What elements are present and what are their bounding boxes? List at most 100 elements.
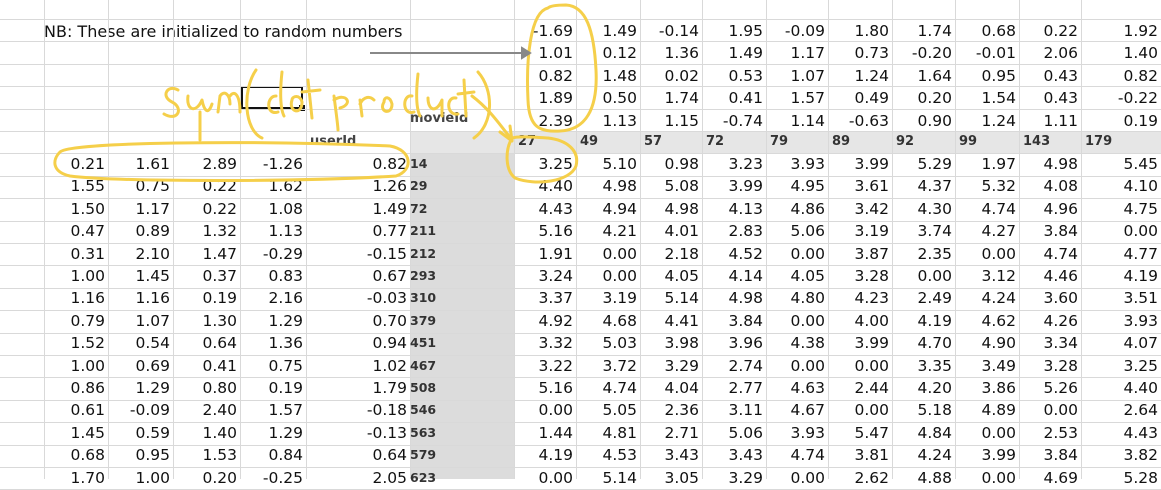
prediction-cell[interactable]: 4.84 xyxy=(917,423,952,442)
prediction-cell[interactable]: 0.00 xyxy=(790,468,825,487)
movie-factor-cell[interactable]: 1.92 xyxy=(1123,22,1158,40)
prediction-cell[interactable]: 4.19 xyxy=(538,446,573,465)
movie-factor-cell[interactable]: 0.68 xyxy=(981,22,1016,40)
user-factor-cell[interactable]: 0.94 xyxy=(372,334,407,353)
user-factor-cell[interactable]: 0.64 xyxy=(202,334,237,353)
prediction-cell[interactable]: 0.00 xyxy=(854,401,889,420)
prediction-cell[interactable]: 4.19 xyxy=(917,311,952,330)
user-factor-cell[interactable]: 0.79 xyxy=(70,311,105,330)
prediction-cell[interactable]: 4.98 xyxy=(1043,155,1078,173)
prediction-cell[interactable]: 4.94 xyxy=(602,199,637,218)
user-factor-cell[interactable]: 1.00 xyxy=(135,468,170,487)
movie-factor-cell[interactable]: 1.13 xyxy=(602,111,637,130)
prediction-cell[interactable]: 4.70 xyxy=(917,334,952,353)
prediction-cell[interactable]: 4.01 xyxy=(664,222,699,241)
movie-factor-cell[interactable]: 2.06 xyxy=(1043,44,1078,63)
prediction-cell[interactable]: 4.74 xyxy=(1043,244,1078,263)
prediction-cell[interactable]: 3.42 xyxy=(854,199,889,218)
prediction-cell[interactable]: 3.28 xyxy=(854,267,889,285)
user-factor-cell[interactable]: 0.47 xyxy=(70,222,105,241)
movie-factor-cell[interactable]: 1.24 xyxy=(981,111,1016,130)
user-factor-cell[interactable]: 0.84 xyxy=(268,446,303,465)
prediction-cell[interactable]: 3.93 xyxy=(790,155,825,173)
movie-factor-cell[interactable]: 0.41 xyxy=(728,89,763,108)
prediction-cell[interactable]: 3.49 xyxy=(981,356,1016,375)
user-factor-cell[interactable]: 1.45 xyxy=(135,267,170,285)
prediction-cell[interactable]: 0.00 xyxy=(1043,401,1078,420)
user-factor-cell[interactable]: -0.18 xyxy=(366,401,407,420)
prediction-cell[interactable]: 4.62 xyxy=(981,311,1016,330)
prediction-cell[interactable]: 4.07 xyxy=(1123,334,1158,353)
user-factor-cell[interactable]: 1.07 xyxy=(135,311,170,330)
movie-factor-cell[interactable]: -0.14 xyxy=(658,22,699,40)
prediction-cell[interactable]: 2.53 xyxy=(1043,423,1078,442)
movie-factor-cell[interactable]: 1.24 xyxy=(854,66,889,85)
prediction-cell[interactable]: 4.92 xyxy=(538,311,573,330)
user-factor-cell[interactable]: 1.55 xyxy=(70,177,105,196)
prediction-cell[interactable]: 3.84 xyxy=(1043,222,1078,241)
prediction-cell[interactable]: 4.74 xyxy=(790,446,825,465)
prediction-cell[interactable]: 3.25 xyxy=(538,155,573,173)
prediction-cell[interactable]: 4.38 xyxy=(790,334,825,353)
prediction-cell[interactable]: 2.35 xyxy=(917,244,952,263)
prediction-cell[interactable]: 4.08 xyxy=(1043,177,1078,196)
prediction-cell[interactable]: 5.16 xyxy=(538,222,573,241)
prediction-cell[interactable]: 3.87 xyxy=(854,244,889,263)
user-factor-cell[interactable]: 0.19 xyxy=(268,379,303,397)
prediction-cell[interactable]: 4.77 xyxy=(1123,244,1158,263)
prediction-cell[interactable]: 4.24 xyxy=(981,289,1016,308)
prediction-cell[interactable]: 3.23 xyxy=(728,155,763,173)
prediction-cell[interactable]: 4.90 xyxy=(981,334,1016,353)
user-factor-cell[interactable]: 1.47 xyxy=(202,244,237,263)
prediction-cell[interactable]: 4.89 xyxy=(981,401,1016,420)
movie-factor-cell[interactable]: 1.80 xyxy=(854,22,889,40)
prediction-cell[interactable]: 0.00 xyxy=(981,468,1016,487)
prediction-cell[interactable]: 4.04 xyxy=(664,379,699,397)
prediction-cell[interactable]: 3.61 xyxy=(854,177,889,196)
movie-factor-cell[interactable]: 0.20 xyxy=(917,89,952,108)
user-factor-cell[interactable]: 2.16 xyxy=(268,289,303,308)
movie-factor-cell[interactable]: 1.49 xyxy=(728,44,763,63)
prediction-cell[interactable]: 2.49 xyxy=(917,289,952,308)
user-factor-cell[interactable]: 0.69 xyxy=(135,356,170,375)
prediction-cell[interactable]: 3.60 xyxy=(1043,289,1078,308)
prediction-cell[interactable]: 4.00 xyxy=(854,311,889,330)
movie-factor-cell[interactable]: 1.54 xyxy=(981,89,1016,108)
movie-factor-cell[interactable]: 0.73 xyxy=(854,44,889,63)
user-factor-cell[interactable]: 0.83 xyxy=(268,267,303,285)
prediction-cell[interactable]: 4.40 xyxy=(538,177,573,196)
user-factor-cell[interactable]: 0.37 xyxy=(202,267,237,285)
prediction-cell[interactable]: 4.26 xyxy=(1043,311,1078,330)
prediction-cell[interactable]: 4.69 xyxy=(1043,468,1078,487)
prediction-cell[interactable]: 0.00 xyxy=(981,244,1016,263)
prediction-cell[interactable]: 0.98 xyxy=(664,155,699,173)
prediction-cell[interactable]: 0.00 xyxy=(602,267,637,285)
user-factor-cell[interactable]: 1.62 xyxy=(268,177,303,196)
prediction-cell[interactable]: 4.88 xyxy=(917,468,952,487)
user-factor-cell[interactable]: 0.19 xyxy=(202,289,237,308)
prediction-cell[interactable]: 4.24 xyxy=(917,446,952,465)
user-factor-cell[interactable]: 1.32 xyxy=(202,222,237,241)
movie-factor-cell[interactable]: 0.12 xyxy=(602,44,637,63)
prediction-cell[interactable]: 4.21 xyxy=(602,222,637,241)
prediction-cell[interactable]: 3.32 xyxy=(538,334,573,353)
prediction-cell[interactable]: 3.84 xyxy=(728,311,763,330)
movie-factor-cell[interactable]: 1.49 xyxy=(602,22,637,40)
movie-factor-cell[interactable]: -0.22 xyxy=(1117,89,1158,108)
prediction-cell[interactable]: 2.64 xyxy=(1123,401,1158,420)
movie-factor-cell[interactable]: 0.95 xyxy=(981,66,1016,85)
user-factor-cell[interactable]: 2.89 xyxy=(202,155,237,173)
movie-factor-cell[interactable]: 0.02 xyxy=(664,66,699,85)
prediction-cell[interactable]: 5.45 xyxy=(1123,155,1158,173)
prediction-cell[interactable]: 4.46 xyxy=(1043,267,1078,285)
movie-factor-cell[interactable]: 1.89 xyxy=(538,89,573,108)
movie-factor-cell[interactable]: 1.95 xyxy=(728,22,763,40)
prediction-cell[interactable]: 3.29 xyxy=(664,356,699,375)
prediction-cell[interactable]: 1.91 xyxy=(538,244,573,263)
prediction-cell[interactable]: 5.26 xyxy=(1043,379,1078,397)
prediction-cell[interactable]: 3.22 xyxy=(538,356,573,375)
user-factor-cell[interactable]: -0.29 xyxy=(262,244,303,263)
user-factor-cell[interactable]: 0.20 xyxy=(202,468,237,487)
user-factor-cell[interactable]: 1.02 xyxy=(372,356,407,375)
